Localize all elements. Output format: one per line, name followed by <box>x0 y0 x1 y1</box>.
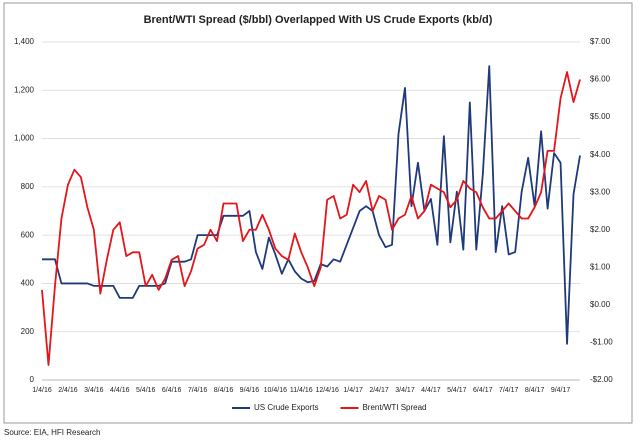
y-tick-label: 600 <box>21 230 35 239</box>
y-tick-label: 400 <box>21 279 35 288</box>
y2-tick-label: $0.00 <box>590 300 611 309</box>
chart-frame <box>3 2 633 424</box>
x-tick-label: 1/4/17 <box>343 387 363 394</box>
y2-tick-label: $5.00 <box>590 112 611 121</box>
x-tick-label: 3/4/16 <box>84 387 104 394</box>
y2-tick-label: -$2.00 <box>590 375 613 384</box>
x-tick-label: 8/4/17 <box>525 387 545 394</box>
x-tick-label: 8/4/16 <box>214 387 234 394</box>
x-tick-label: 5/4/17 <box>447 387 467 394</box>
x-tick-label: 4/4/16 <box>110 387 130 394</box>
x-tick-label: 9/4/17 <box>551 387 571 394</box>
legend-label: US Crude Exports <box>254 403 318 412</box>
x-tick-label: 12/4/16 <box>316 387 339 394</box>
y-tick-label: 200 <box>21 327 35 336</box>
x-tick-label: 7/4/16 <box>188 387 208 394</box>
series-line <box>42 65 581 345</box>
x-tick-label: 3/4/17 <box>395 387 415 394</box>
x-tick-label: 6/4/16 <box>162 387 182 394</box>
x-tick-label: 5/4/16 <box>136 387 156 394</box>
y-tick-label: 0 <box>30 375 35 384</box>
x-tick-label: 11/4/16 <box>290 387 313 394</box>
y2-tick-label: $1.00 <box>590 262 611 271</box>
x-tick-label: 2/4/16 <box>58 387 78 394</box>
y2-tick-label: -$1.00 <box>590 338 613 347</box>
x-tick-label: 2/4/17 <box>369 387 389 394</box>
y2-tick-label: $7.00 <box>590 37 611 46</box>
x-tick-label: 10/4/16 <box>264 387 287 394</box>
y-tick-label: 1,000 <box>14 134 35 143</box>
y-tick-label: 1,200 <box>14 85 35 94</box>
y2-tick-label: $2.00 <box>590 225 611 234</box>
x-tick-label: 6/4/17 <box>473 387 493 394</box>
x-tick-label: 1/4/16 <box>32 387 52 394</box>
y-tick-label: 1,400 <box>14 37 35 46</box>
legend-label: Brent/WTI Spread <box>362 403 426 412</box>
chart-title: Brent/WTI Spread ($/bbl) Overlapped With… <box>144 14 493 26</box>
source-note: Source: EIA, HFI Research <box>4 428 100 437</box>
x-tick-label: 4/4/17 <box>421 387 441 394</box>
y2-tick-label: $4.00 <box>590 150 611 159</box>
y2-tick-label: $3.00 <box>590 187 611 196</box>
y2-tick-label: $6.00 <box>590 75 611 84</box>
x-tick-label: 9/4/16 <box>240 387 260 394</box>
x-tick-label: 7/4/17 <box>499 387 519 394</box>
series-line <box>41 71 581 366</box>
y-tick-label: 800 <box>21 182 35 191</box>
